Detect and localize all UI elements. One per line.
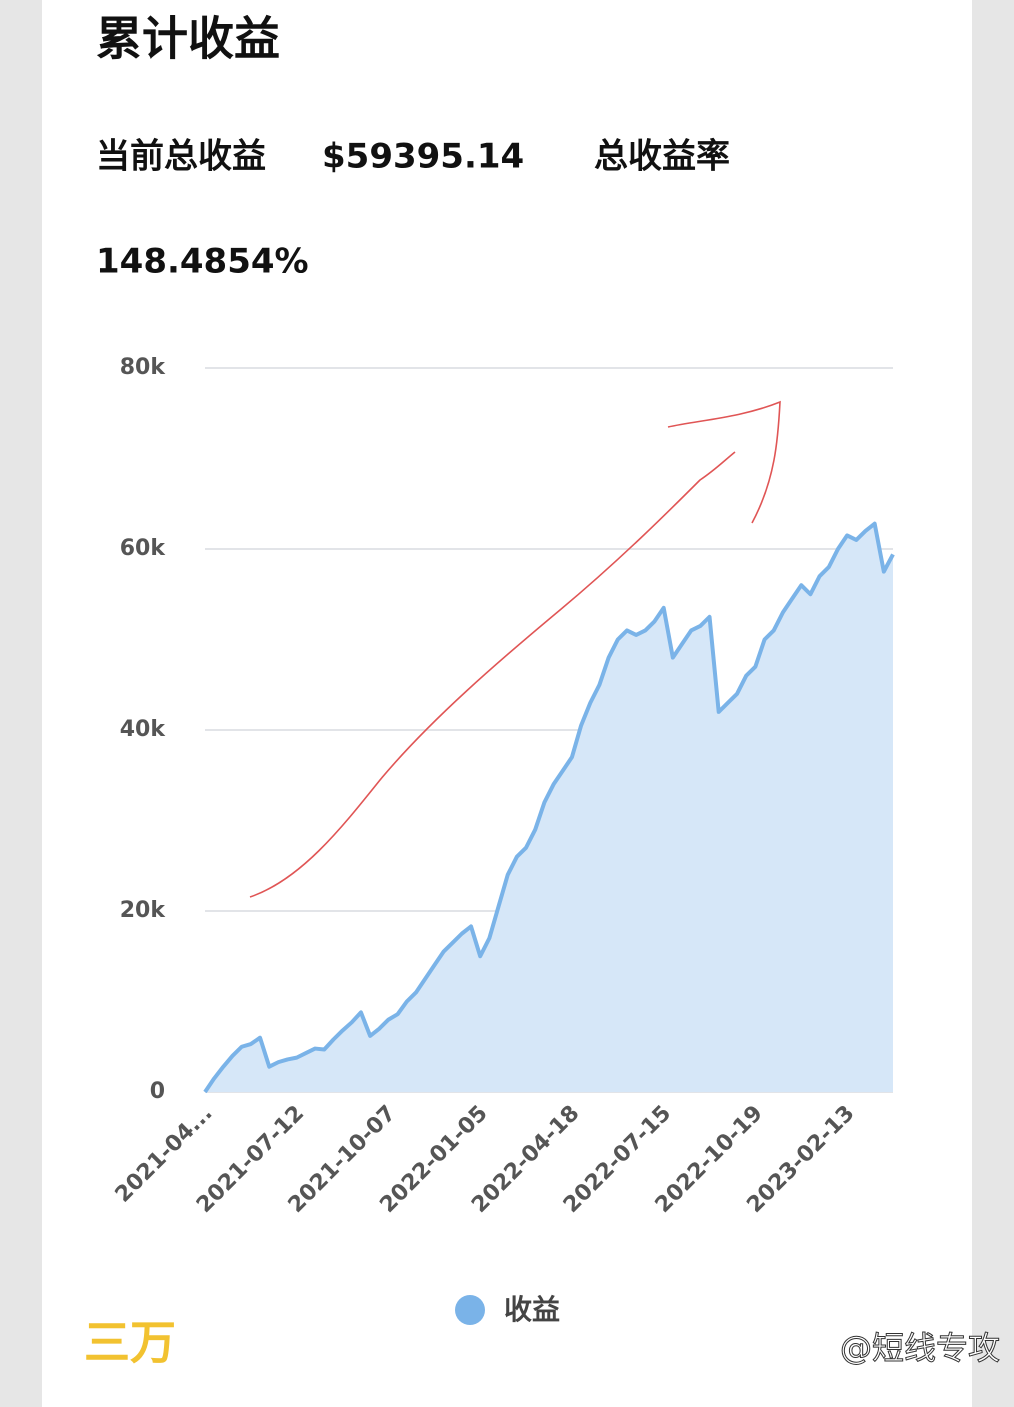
y-tick-label: 60k [120, 536, 167, 561]
y-tick-label: 40k [120, 717, 167, 742]
y-tick-label: 20k [120, 898, 167, 923]
legend-label: 收益 [504, 1293, 560, 1326]
line [203, 521, 895, 1094]
watermark: @短线专攻 [840, 1329, 1000, 1367]
annotation-arrow [249, 451, 736, 898]
legend-marker [455, 1295, 485, 1325]
y-tick-label: 0 [150, 1079, 165, 1104]
area [205, 523, 893, 1092]
profit-value: $59395.14 [322, 137, 524, 177]
y-tick-label: 80k [120, 355, 167, 380]
return-value: 148.4854% [96, 242, 309, 282]
profit-label: 当前总收益 [96, 137, 266, 177]
logo: 三万 [84, 1316, 176, 1370]
annotation-arrowhead [667, 400, 781, 524]
title: 累计收益 [96, 12, 280, 66]
return-label: 总收益率 [594, 137, 730, 177]
